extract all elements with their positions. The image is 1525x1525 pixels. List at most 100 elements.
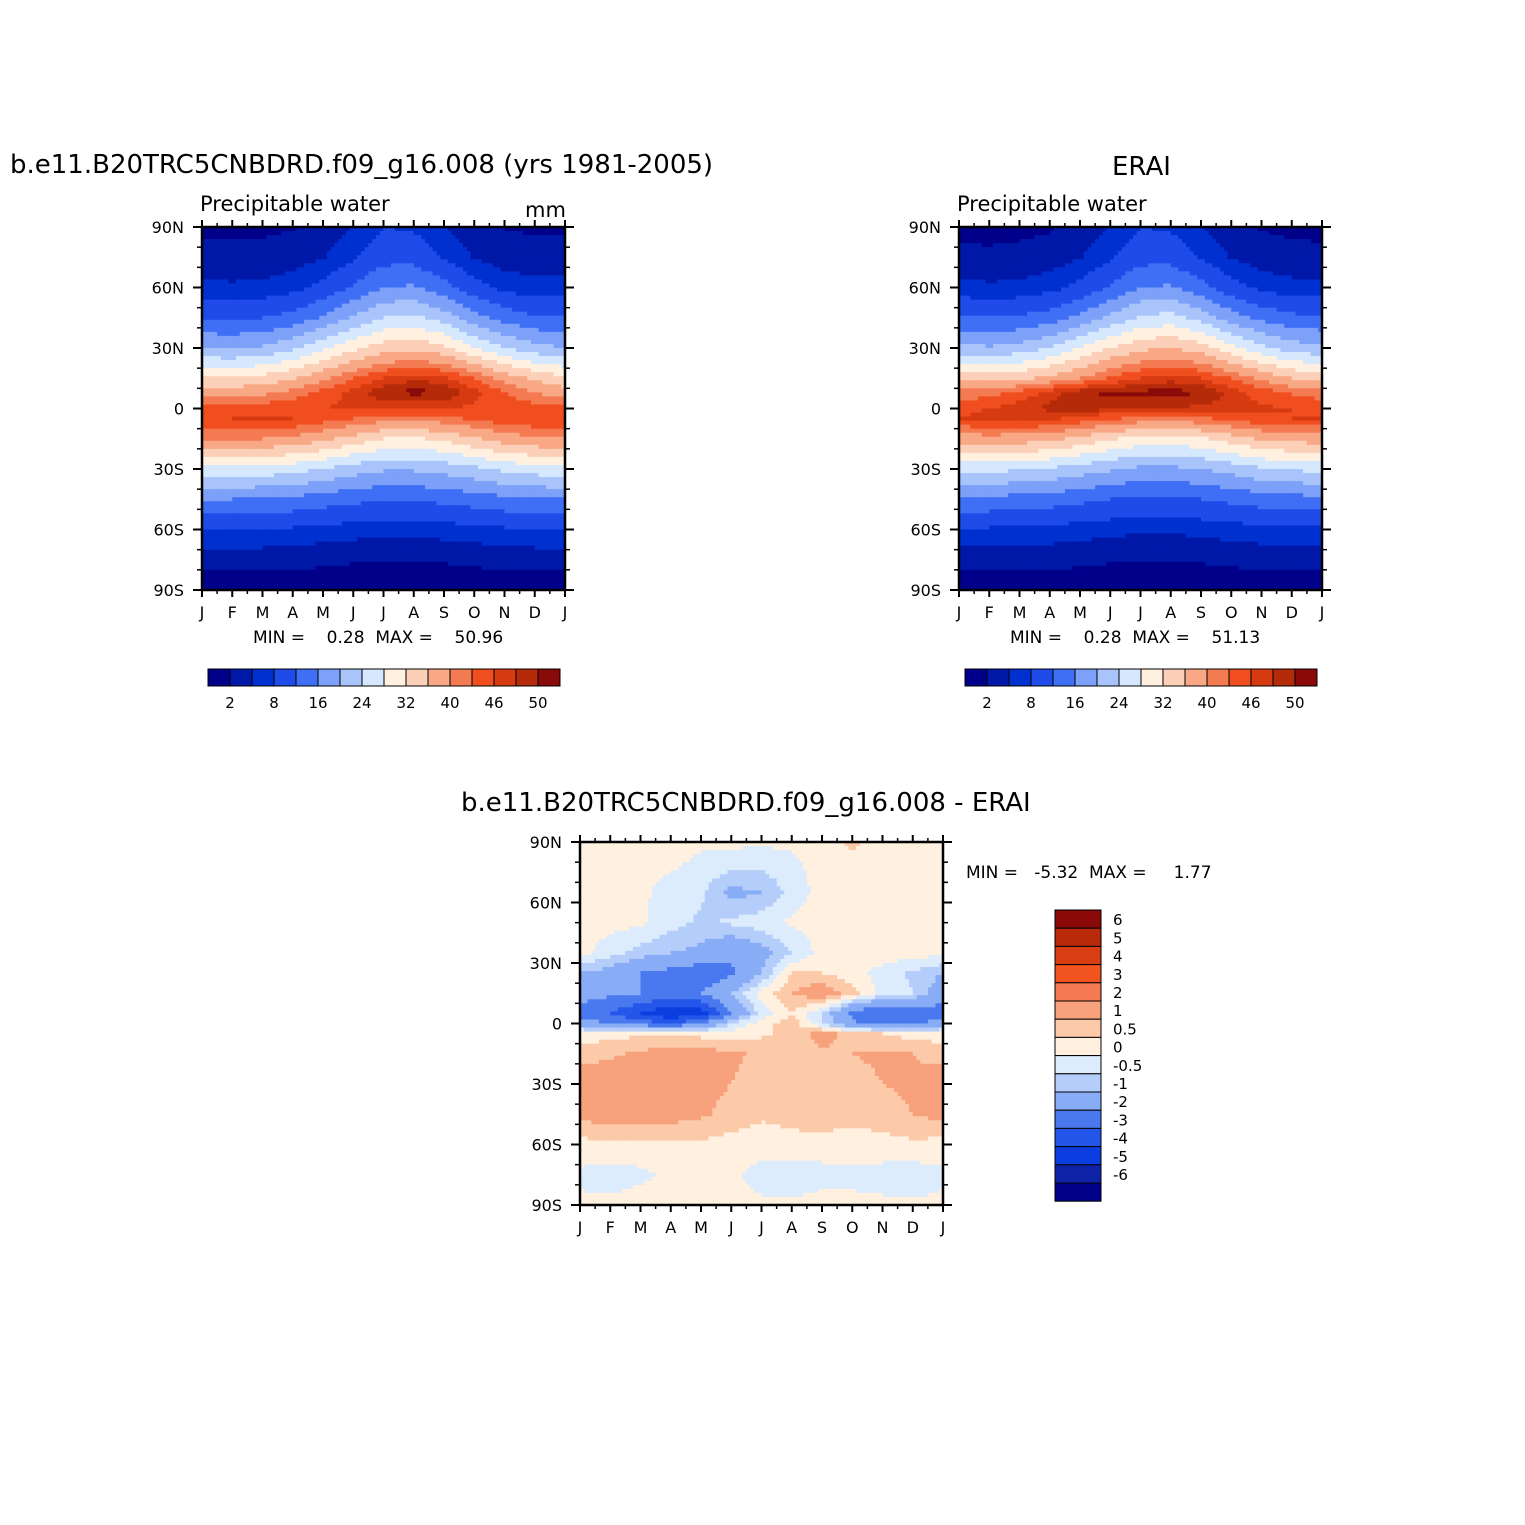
model-cell (375, 408, 381, 414)
model-cell (557, 364, 562, 369)
model-cell (239, 376, 245, 381)
model-cell (247, 343, 252, 349)
model-cell (296, 360, 301, 365)
model-cell (451, 384, 456, 389)
model-cell (319, 299, 324, 305)
model-cell (538, 400, 543, 406)
model-cell (546, 384, 551, 389)
model-cell (254, 267, 260, 272)
model-cell (530, 384, 536, 389)
model-cell (213, 376, 218, 381)
model-cell (326, 227, 332, 232)
model-cell (368, 388, 373, 393)
model-cell (398, 327, 404, 333)
model-cell (205, 303, 211, 309)
model-cell (296, 227, 301, 232)
model-cell (360, 376, 366, 381)
model-cell (258, 275, 264, 281)
model-cell (341, 388, 347, 393)
model-cell (440, 412, 445, 418)
model-cell (493, 416, 498, 422)
model-cell (209, 311, 214, 317)
model-cell (304, 259, 309, 264)
model-cell (368, 372, 373, 377)
model-cell (202, 287, 207, 293)
model-cell (296, 412, 301, 418)
model-cell (455, 331, 460, 337)
model-cell (285, 400, 290, 406)
model-cell (508, 247, 513, 252)
model-cell (338, 368, 343, 373)
model-cell (542, 227, 547, 232)
model-cell (364, 307, 369, 313)
model-cell (504, 287, 509, 293)
model-cell (311, 412, 317, 418)
model-cell (353, 368, 358, 373)
model-cell (273, 323, 279, 329)
model-cell (205, 263, 211, 268)
model-cell (500, 311, 506, 317)
model-cell (334, 343, 339, 349)
model-cell (546, 404, 551, 410)
model-cell (326, 319, 332, 325)
model-cell (266, 376, 271, 381)
model-cell (534, 283, 540, 289)
model-cell (209, 348, 214, 353)
model-cell (523, 303, 528, 309)
model-cell (459, 400, 464, 406)
model-cell (428, 259, 434, 264)
model-cell (341, 404, 347, 410)
model-cell (296, 259, 301, 264)
model-cell (549, 315, 555, 321)
model-cell (387, 412, 392, 418)
model-cell (417, 424, 422, 430)
model-cell (364, 287, 369, 293)
model-cell (421, 303, 426, 309)
model-cell (474, 235, 479, 240)
model-cell (496, 247, 502, 252)
model-cell (466, 271, 472, 276)
model-cell (459, 327, 464, 333)
model-cell (459, 243, 464, 248)
model-cell (417, 380, 422, 385)
model-cell (447, 348, 453, 353)
model-cell (357, 380, 362, 385)
model-cell (288, 259, 294, 264)
model-cell (345, 315, 351, 321)
model-cell (489, 275, 494, 281)
model-cell (330, 235, 335, 240)
model-cell (444, 235, 449, 240)
model-cell (288, 299, 294, 305)
model-cell (417, 396, 422, 402)
model-cell (243, 319, 248, 325)
model-cell (224, 356, 230, 361)
model-cell (557, 428, 562, 434)
model-cell (311, 408, 317, 414)
model-cell (387, 255, 392, 260)
model-cell (534, 299, 540, 305)
model-cell (413, 335, 419, 341)
model-cell (496, 360, 502, 365)
model-cell (326, 251, 332, 256)
model-cell (304, 376, 309, 381)
model-cell (296, 295, 301, 301)
model-cell (409, 339, 415, 345)
model-cell (300, 239, 305, 244)
model-cell (470, 348, 475, 353)
model-cell (254, 335, 260, 341)
model-cell (425, 400, 430, 406)
model-cell (500, 259, 506, 264)
model-cell (330, 319, 335, 325)
model-cell (323, 259, 328, 264)
model-cell (319, 364, 324, 369)
model-cell (345, 275, 351, 281)
model-cell (530, 263, 536, 268)
model-cell (451, 251, 456, 256)
model-cell (213, 259, 218, 264)
model-cell (428, 372, 434, 377)
model-cell (496, 239, 502, 244)
model-cell (432, 287, 438, 293)
model-cell (360, 267, 366, 272)
model-cell (553, 275, 559, 281)
model-cell (546, 235, 551, 240)
